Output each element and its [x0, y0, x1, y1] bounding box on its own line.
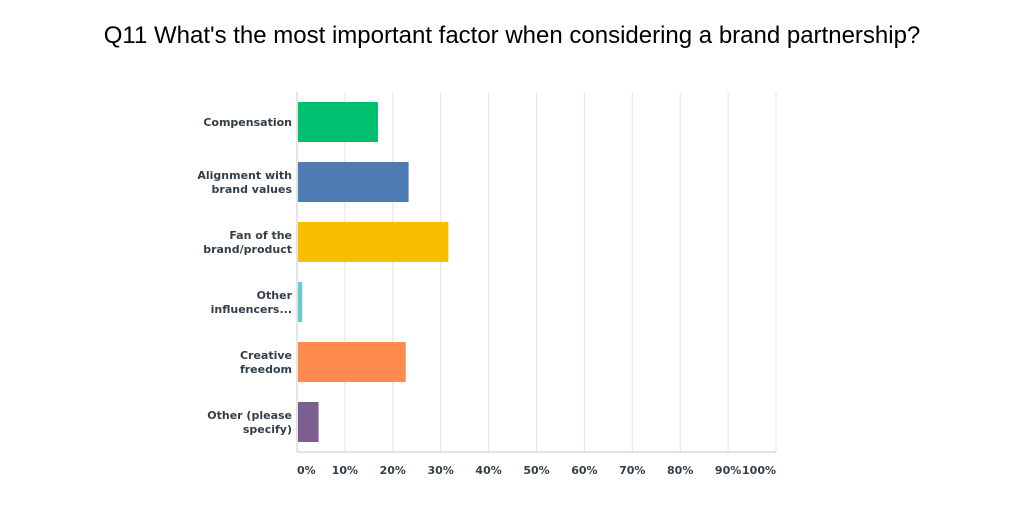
- x-tick-label: 50%: [523, 464, 549, 477]
- category-label: Other: [257, 289, 293, 302]
- category-label: Alignment with: [197, 169, 292, 182]
- x-tick-label: 40%: [475, 464, 501, 477]
- x-tick-label: 100%: [742, 464, 776, 477]
- category-label: brand values: [212, 183, 293, 196]
- category-label: Compensation: [203, 116, 292, 129]
- x-tick-label: 90%: [715, 464, 741, 477]
- bar: [298, 102, 378, 142]
- bar: [298, 282, 303, 322]
- category-label: brand/product: [203, 243, 292, 256]
- category-label: influencers...: [211, 303, 292, 316]
- x-tick-label: 30%: [428, 464, 454, 477]
- x-tick-label: 80%: [667, 464, 693, 477]
- category-label: Creative: [240, 349, 292, 362]
- x-tick-label: 0%: [297, 464, 316, 477]
- chart-title: Q11 What's the most important factor whe…: [103, 22, 921, 49]
- bar: [298, 402, 319, 442]
- x-tick-label: 60%: [571, 464, 597, 477]
- category-label: specify): [243, 423, 292, 436]
- bar: [298, 222, 449, 262]
- x-tick-label: 20%: [380, 464, 406, 477]
- category-label: Fan of the: [229, 229, 292, 242]
- category-label: Other (please: [207, 409, 292, 422]
- x-tick-label: 70%: [619, 464, 645, 477]
- bar: [298, 162, 409, 202]
- x-tick-label: 10%: [332, 464, 358, 477]
- bar: [298, 342, 406, 382]
- category-label: freedom: [240, 363, 292, 376]
